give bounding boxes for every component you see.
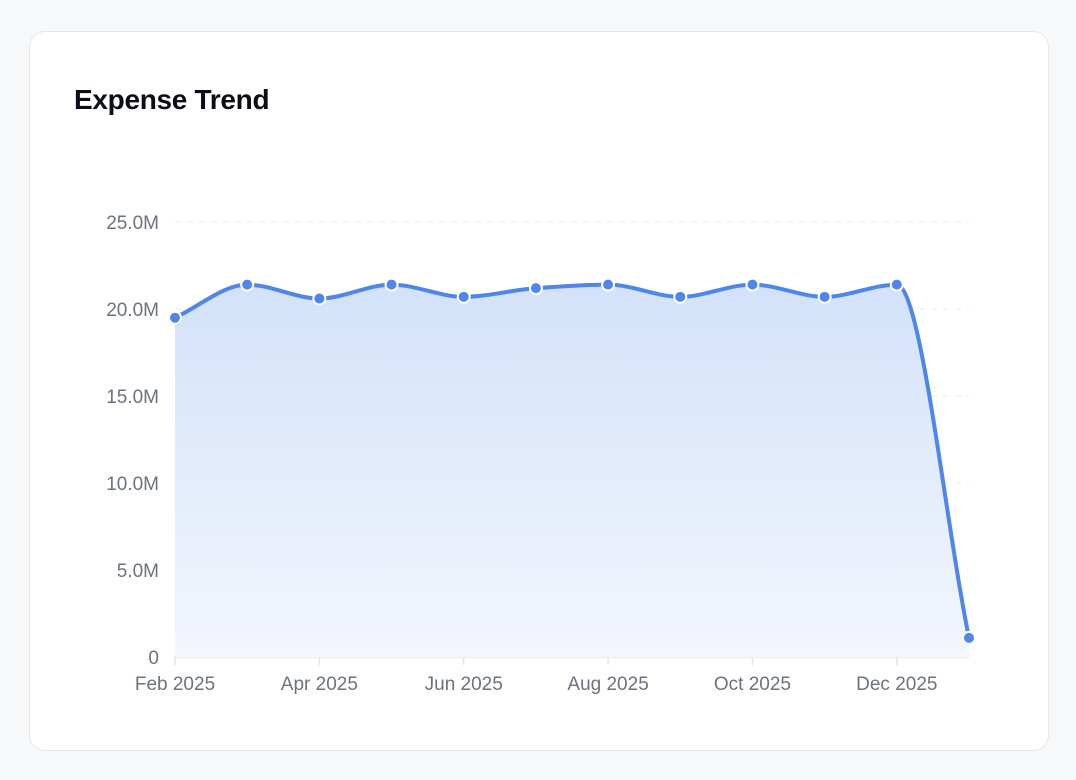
data-point[interactable]	[168, 310, 182, 325]
card-title: Expense Trend	[74, 84, 270, 115]
y-tick-label: 5.0M	[117, 561, 159, 582]
y-axis: 0 5.0M 10.0M 15.0M 20.0M 25.0M	[106, 213, 159, 669]
data-point[interactable]	[240, 277, 255, 292]
y-tick-label: 15.0M	[106, 387, 159, 408]
y-tick-label: 20.0M	[106, 300, 159, 321]
data-point[interactable]	[601, 277, 616, 292]
data-point[interactable]	[384, 277, 399, 292]
data-point[interactable]	[673, 289, 688, 304]
x-tick-label: Aug 2025	[567, 674, 648, 695]
data-point[interactable]	[817, 289, 832, 304]
area-fill	[175, 284, 969, 657]
data-point[interactable]	[889, 277, 904, 292]
data-point[interactable]	[456, 289, 471, 304]
data-point[interactable]	[962, 630, 976, 645]
x-tick-label: Feb 2025	[135, 674, 215, 695]
data-point[interactable]	[312, 291, 327, 306]
data-point[interactable]	[745, 277, 760, 292]
x-tick-label: Dec 2025	[856, 674, 937, 695]
data-points	[168, 277, 976, 645]
x-tick-label: Oct 2025	[714, 674, 791, 695]
x-axis: Feb 2025 Apr 2025 Jun 2025 Aug 2025 Oct 2025…	[135, 656, 969, 695]
y-tick-label: 10.0M	[106, 474, 159, 495]
y-tick-label: 25.0M	[106, 213, 159, 234]
y-tick-label: 0	[148, 648, 159, 669]
x-tick-label: Jun 2025	[425, 674, 503, 695]
data-point[interactable]	[528, 281, 543, 296]
x-tick-label: Apr 2025	[281, 674, 358, 695]
